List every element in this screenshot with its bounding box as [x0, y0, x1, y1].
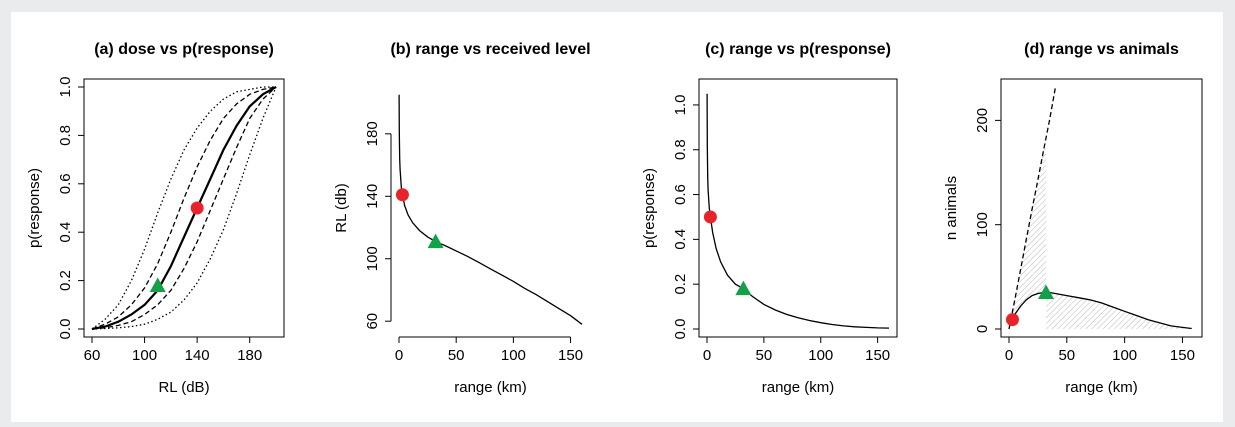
series-line-dashed	[91, 86, 277, 330]
y-tick-label: 1.0	[672, 94, 689, 115]
panel-2: 0 50 100 150 60 100 140 180 (b) range vs receive…	[333, 41, 591, 396]
x-tick-label: 60	[84, 347, 101, 364]
x-tick-label: 50	[1058, 347, 1075, 364]
y-axis-label: n animals	[943, 176, 960, 240]
marker-circle	[190, 201, 204, 215]
y-tick-label: 100	[974, 212, 991, 237]
marker-triangle	[1038, 284, 1054, 299]
plot-frame	[1000, 78, 1203, 338]
x-tick-label: 100	[501, 347, 526, 364]
y-tick-label: 0	[974, 325, 991, 333]
marker-triangle	[149, 277, 166, 292]
y-tick-label: 0.2	[57, 270, 74, 291]
y-axis-label: RL (db)	[333, 183, 350, 232]
y-tick-label: 0.4	[672, 229, 689, 250]
x-tick-label: 0	[395, 347, 403, 364]
plot-frame	[698, 78, 898, 338]
series-line-dashed	[91, 86, 277, 330]
x-tick-label: 0	[1005, 347, 1013, 364]
x-tick-label: 150	[865, 347, 890, 364]
y-tick-label: 0.4	[57, 222, 74, 243]
panel-3: 0 50 100 150 0.0 0.2 0.4 0.6 0.8 1.0 (c) range vs …	[641, 41, 898, 396]
x-tick-label: 150	[558, 347, 583, 364]
series-line-dotted	[91, 86, 276, 330]
x-tick-label: 150	[1170, 347, 1195, 364]
x-tick-label: 0	[703, 347, 711, 364]
series-line-dotted	[91, 86, 277, 330]
panel-4: 0 50 100 150 0 100 200 (d) range vs animals rang…	[943, 41, 1203, 396]
y-tick-label: 0.0	[57, 319, 74, 340]
series-line-solid	[706, 93, 890, 329]
y-tick-label: 0.2	[672, 274, 689, 295]
marker-triangle	[427, 233, 444, 249]
marker-triangle	[735, 280, 752, 296]
marker-circle	[703, 210, 717, 224]
y-tick-label: 0.8	[57, 125, 74, 146]
y-tick-label: 180	[364, 121, 381, 146]
y-tick-label: 100	[364, 246, 381, 271]
y-tick-label: 200	[974, 108, 991, 133]
x-axis-label: range (km)	[454, 379, 527, 396]
x-tick-label: 100	[1112, 347, 1137, 364]
series-line-solid	[1010, 291, 1192, 330]
figure: 60 100 140 180 0.0 0.2 0.4 0.6 0.8 1.0 (a) dose vs…	[11, 12, 1223, 422]
x-tick-label: 140	[185, 347, 210, 364]
x-tick-label: 50	[756, 347, 773, 364]
x-axis-label: range (km)	[762, 379, 835, 396]
x-tick-label: 100	[132, 347, 157, 364]
x-tick-label: 100	[808, 347, 833, 364]
marker-circle	[1005, 313, 1019, 327]
plot-frame	[83, 78, 285, 338]
series-line-dashed	[1008, 87, 1056, 330]
x-axis-label: RL (dB)	[158, 379, 209, 396]
series-line-solid	[398, 94, 583, 325]
chart-figure: 60 100 140 180 0.0 0.2 0.4 0.6 0.8 1.0 (a) dose vs…	[26, 41, 1203, 396]
marker-circle	[395, 188, 409, 202]
y-tick-label: 1.0	[57, 77, 74, 98]
panel-title: (b) range vs received level	[390, 41, 590, 58]
y-tick-label: 0.8	[672, 139, 689, 160]
y-tick-label: 60	[364, 313, 381, 330]
y-tick-label: 140	[364, 184, 381, 209]
panel-title: (d) range vs animals	[1024, 41, 1179, 58]
x-tick-label: 50	[448, 347, 465, 364]
shaded-region	[1046, 292, 1192, 329]
panel-title: (a) dose vs p(response)	[94, 41, 274, 58]
panel-title: (c) range vs p(response)	[705, 41, 891, 58]
panel-1: 60 100 140 180 0.0 0.2 0.4 0.6 0.8 1.0 (a) dose vs…	[26, 41, 285, 396]
y-axis-label: p(response)	[26, 168, 43, 248]
x-axis-label: range (km)	[1065, 379, 1138, 396]
series-line-solid	[91, 86, 277, 331]
y-tick-label: 0.0	[672, 319, 689, 340]
y-axis-label: p(response)	[641, 168, 658, 248]
x-tick-label: 180	[237, 347, 262, 364]
y-tick-label: 0.6	[672, 184, 689, 205]
y-tick-label: 0.6	[57, 173, 74, 194]
